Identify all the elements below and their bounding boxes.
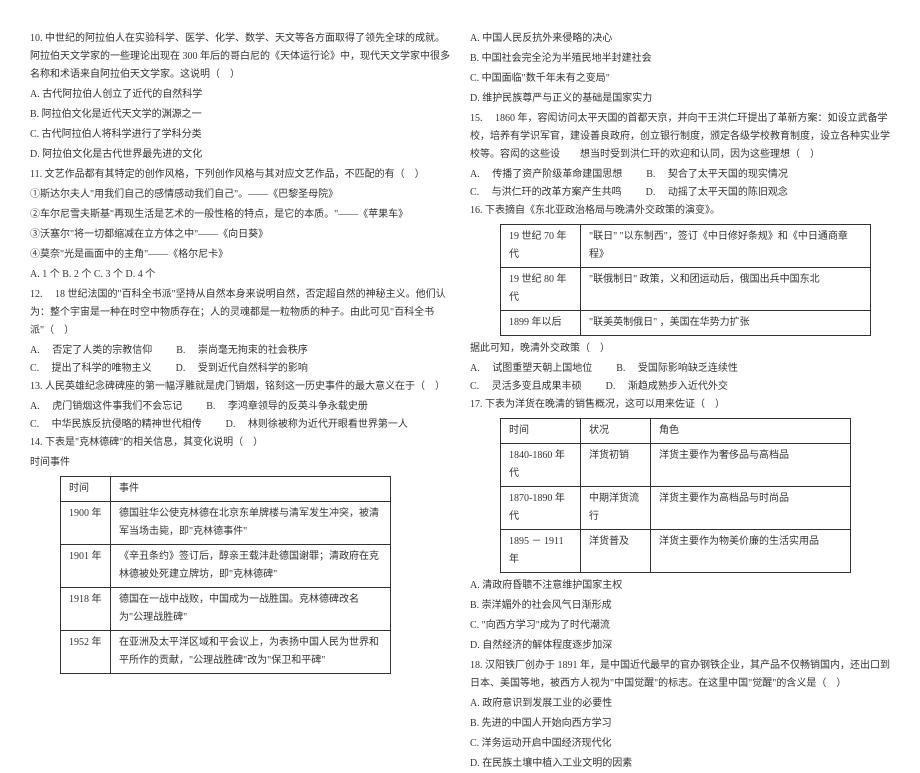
q16-opt-a: A. 试图重塑天朝上国地位 bbox=[470, 360, 592, 378]
cell: 洋货主要作为奢侈品与高档品 bbox=[651, 444, 851, 487]
q13-stem: 13. 人民英雄纪念碑碑座的第一幅浮雕就是虎门销烟，铭刻这一历史事件的最大意义在… bbox=[30, 378, 450, 396]
q17-opt-b: B. 崇洋媚外的社会风气日渐形成 bbox=[470, 597, 890, 615]
q11-line4: ④莫奈"光是画面中的主角"——《格尔尼卡》 bbox=[30, 246, 450, 264]
q18-stem: 18. 汉阳铁厂创办于 1891 年，是中国近代最早的官办钢铁企业，其产品不仅畅… bbox=[470, 657, 890, 693]
cell: 德国驻华公使克林德在北京东单牌楼与清军发生冲突，被清军当场击毙，即"克林德事件" bbox=[111, 502, 391, 545]
cell: 《辛丑条约》签订后，醇亲王载沣赴德国谢罪；清政府在克林德被处死建立牌坊，即"克林… bbox=[111, 545, 391, 588]
q14-opt-b: B. 中国社会完全沦为半殖民地半封建社会 bbox=[470, 50, 890, 68]
q14-opt-d: D. 维护民族尊严与正义的基础是国家实力 bbox=[470, 90, 890, 108]
q14-stem: 14. 下表是"克林德碑"的相关信息，其变化说明（ ） bbox=[30, 434, 450, 452]
cell: "联美英制俄日" ，美国在华势力扩张 bbox=[581, 311, 871, 336]
right-column: A. 中国人民反抗外来侵略的决心 B. 中国社会完全沦为半殖民地半封建社会 C.… bbox=[460, 30, 900, 617]
q18-opt-b: B. 先进的中国人开始向西方学习 bbox=[470, 715, 890, 733]
cell: 中期洋货流行 bbox=[581, 487, 651, 530]
table-row: 时间事件 bbox=[61, 477, 391, 502]
q10-opt-b: B. 阿拉伯文化是近代天文学的渊源之一 bbox=[30, 106, 450, 124]
cell: 19 世纪 80 年代 bbox=[501, 268, 581, 311]
q12-opt-c: C. 提出了科学的唯物主义 bbox=[30, 360, 152, 378]
q17-table: 时间状况角色 1840-1860 年代洋货初销洋货主要作为奢侈品与高档品 187… bbox=[500, 418, 851, 573]
q12-opt-b: B. 崇尚毫无拘束的社会秩序 bbox=[176, 342, 308, 360]
cell: 德国在一战中战败，中国成为一战胜国。克林德碑改名为"公理战胜碑" bbox=[111, 588, 391, 631]
cell: 时间 bbox=[61, 477, 111, 502]
q16-table: 19 世纪 70 年代"联日" "以东制西"，签订《中日修好条规》和《中日通商章… bbox=[500, 224, 871, 336]
cell: 1918 年 bbox=[61, 588, 111, 631]
cell: 角色 bbox=[651, 419, 851, 444]
table-row: 19 世纪 80 年代"联俄制日" 政策，义和团运动后，俄国出兵中国东北 bbox=[501, 268, 871, 311]
cell: 1870-1890 年代 bbox=[501, 487, 581, 530]
table-row: 时间状况角色 bbox=[501, 419, 851, 444]
cell: 时间 bbox=[501, 419, 581, 444]
table-row: 1895 － 1911 年洋货普及洋货主要作为物美价廉的生活实用品 bbox=[501, 530, 851, 573]
q11-line2: ②车尔尼雪夫斯基"再现生活是艺术的一般性格的特点，是它的本质。"——《苹果车》 bbox=[30, 206, 450, 224]
q16-opt-d: D. 渐趋成熟步入近代外交 bbox=[606, 378, 728, 396]
q14-header: 时间事件 bbox=[30, 454, 450, 472]
cell: 1901 年 bbox=[61, 545, 111, 588]
table-row: 1840-1860 年代洋货初销洋货主要作为奢侈品与高档品 bbox=[501, 444, 851, 487]
cell: 状况 bbox=[581, 419, 651, 444]
q11-options: A. 1 个 B. 2 个 C. 3 个 D. 4 个 bbox=[30, 266, 450, 284]
q13-opt-a: A. 虎门销烟这件事我们不会忘记 bbox=[30, 398, 182, 416]
q11-line3: ③沃塞尔"将一切都缩减在立方体之中"——《向日葵》 bbox=[30, 226, 450, 244]
q15-opt-b: B. 契合了太平天国的现实情况 bbox=[646, 166, 788, 184]
q13-opt-b: B. 李鸿章领导的反英斗争永载史册 bbox=[206, 398, 368, 416]
cell: 1840-1860 年代 bbox=[501, 444, 581, 487]
q17-opt-a: A. 清政府昏聩不注意维护国家主权 bbox=[470, 577, 890, 595]
q11-line1: ①斯达尔夫人"用我们自己的感情感动我们自己"。——《巴黎圣母院》 bbox=[30, 186, 450, 204]
cell: 19 世纪 70 年代 bbox=[501, 225, 581, 268]
cell: 1900 年 bbox=[61, 502, 111, 545]
q13-opt-c: C. 中华民族反抗侵略的精神世代相传 bbox=[30, 416, 202, 434]
cell: 事件 bbox=[111, 477, 391, 502]
table-row: 1899 年以后"联美英制俄日" ，美国在华势力扩张 bbox=[501, 311, 871, 336]
q18-opt-d: D. 在民族土壤中植入工业文明的因素 bbox=[470, 755, 890, 773]
cell: "联俄制日" 政策，义和团运动后，俄国出兵中国东北 bbox=[581, 268, 871, 311]
q17-stem: 17. 下表为洋货在晚清的销售概况，这可以用来佐证（ ） bbox=[470, 396, 890, 414]
q16-stem: 16. 下表摘自《东北亚政治格局与晚清外交政策的演变》。 bbox=[470, 202, 890, 220]
q10-stem: 10. 中世纪的阿拉伯人在实验科学、医学、化学、数学、天文等各方面取得了领先全球… bbox=[30, 30, 450, 84]
q10-opt-c: C. 古代阿拉伯人将科学进行了学科分类 bbox=[30, 126, 450, 144]
table-row: 19 世纪 70 年代"联日" "以东制西"，签订《中日修好条规》和《中日通商章… bbox=[501, 225, 871, 268]
q15-opt-a: A. 传播了资产阶级革命建国思想 bbox=[470, 166, 622, 184]
q15-stem: 15. 1860 年，容闳访问太平天国的首都天京，并向干王洪仁玕提出了革新方案：… bbox=[470, 110, 890, 164]
table-row: 1901 年《辛丑条约》签订后，醇亲王载沣赴德国谢罪；清政府在克林德被处死建立牌… bbox=[61, 545, 391, 588]
cell: 洋货主要作为物美价廉的生活实用品 bbox=[651, 530, 851, 573]
q17-opt-d: D. 自然经济的解体程度逐步加深 bbox=[470, 637, 890, 655]
cell: 洋货主要作为高档品与时尚品 bbox=[651, 487, 851, 530]
q15-opt-d: D. 动摇了太平天国的陈旧观念 bbox=[646, 184, 788, 202]
q10-opt-a: A. 古代阿拉伯人创立了近代的自然科学 bbox=[30, 86, 450, 104]
q12-stem: 12. 18 世纪法国的"百科全书派"坚持从自然本身来说明自然，否定超自然的神秘… bbox=[30, 286, 450, 340]
q18-opt-c: C. 洋务运动开启中国经济现代化 bbox=[470, 735, 890, 753]
q16-post: 据此可知，晚清外交政策（ ） bbox=[470, 340, 890, 358]
q12-opt-d: D. 受到近代自然科学的影响 bbox=[176, 360, 308, 378]
table-row: 1900 年德国驻华公使克林德在北京东单牌楼与清军发生冲突，被清军当场击毙，即"… bbox=[61, 502, 391, 545]
q16-opt-b: B. 受国际影响缺乏连续性 bbox=[616, 360, 738, 378]
q14-table: 时间事件 1900 年德国驻华公使克林德在北京东单牌楼与清军发生冲突，被清军当场… bbox=[60, 476, 391, 674]
q12-opt-a: A. 否定了人类的宗教信仰 bbox=[30, 342, 152, 360]
left-column: 10. 中世纪的阿拉伯人在实验科学、医学、化学、数学、天文等各方面取得了领先全球… bbox=[20, 30, 460, 617]
cell: "联日" "以东制西"，签订《中日修好条规》和《中日通商章程》 bbox=[581, 225, 871, 268]
q14-opt-c: C. 中国面临"数千年未有之变局" bbox=[470, 70, 890, 88]
cell: 1895 － 1911 年 bbox=[501, 530, 581, 573]
cell: 洋货普及 bbox=[581, 530, 651, 573]
cell: 1899 年以后 bbox=[501, 311, 581, 336]
q14-opt-a: A. 中国人民反抗外来侵略的决心 bbox=[470, 30, 890, 48]
table-row: 1918 年德国在一战中战败，中国成为一战胜国。克林德碑改名为"公理战胜碑" bbox=[61, 588, 391, 631]
q16-opt-c: C. 灵活多变且成果丰硕 bbox=[470, 378, 582, 396]
table-row: 1870-1890 年代中期洋货流行洋货主要作为高档品与时尚品 bbox=[501, 487, 851, 530]
q15-opt-c: C. 与洪仁玕的改革方案产生共鸣 bbox=[470, 184, 622, 202]
q13-opt-d: D. 林则徐被称为近代开眼看世界第一人 bbox=[226, 416, 408, 434]
q10-opt-d: D. 阿拉伯文化是古代世界最先进的文化 bbox=[30, 146, 450, 164]
q11-stem: 11. 文艺作品都有其特定的创作风格，下列创作风格与其对应文艺作品，不匹配的有（… bbox=[30, 166, 450, 184]
cell: 洋货初销 bbox=[581, 444, 651, 487]
q18-opt-a: A. 政府意识到发展工业的必要性 bbox=[470, 695, 890, 713]
q17-opt-c: C. "向西方学习"成为了时代潮流 bbox=[470, 617, 890, 635]
